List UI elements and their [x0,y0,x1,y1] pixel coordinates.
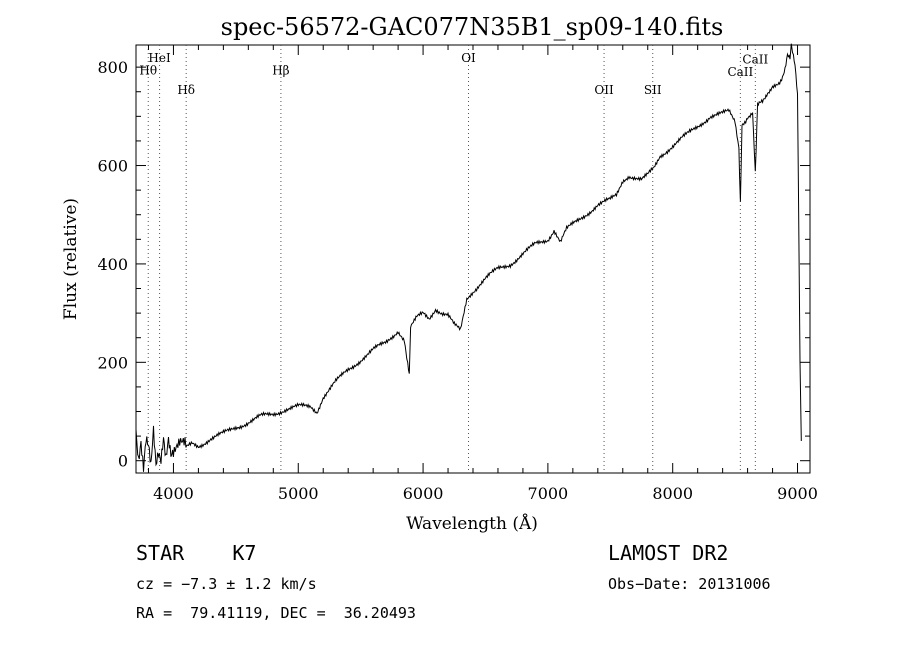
spectral-line-label: Hθ [139,64,157,78]
chart-title: spec-56572-GAC077N35B1_sp09-140.fits [221,13,724,41]
y-tick-label: 800 [97,58,128,77]
spectrum-line [135,43,802,472]
y-tick-label: 200 [97,353,128,372]
object-type: STAR K7 [136,541,257,565]
spectral-line-label: SII [644,83,662,97]
plot-frame [135,44,811,474]
spectral-line-label: Hβ [272,64,289,78]
x-tick-label: 7000 [528,484,569,503]
axis-ticks: 4000 5000 6000 7000 8000 9000 0 200 400 600 800 [97,45,818,503]
y-tick-label: 0 [118,452,128,471]
observation-date: Obs−Date: 20131006 [608,575,771,593]
spectral-line-label: Hδ [177,83,195,97]
y-axis-label: Flux (relative) [61,198,81,320]
x-tick-label: 6000 [403,484,444,503]
redshift-velocity: cz = −7.3 ± 1.2 km/s [136,575,317,593]
spectral-line-label: HeI [148,51,171,65]
x-tick-label: 5000 [278,484,319,503]
spectral-line-label: OI [461,51,476,65]
y-tick-label: 400 [97,255,128,274]
x-tick-label: 9000 [777,484,818,503]
survey-name: LAMOST DR2 [608,541,729,565]
sky-coordinates: RA = 79.41119, DEC = 36.20493 [136,604,416,622]
x-axis-label: Wavelength (Å) [406,513,538,534]
spectral-line-label: OII [594,83,614,97]
x-tick-label: 4000 [153,484,194,503]
y-tick-label: 600 [97,157,128,176]
spectral-line-label: CaII [727,65,753,79]
x-tick-label: 8000 [652,484,693,503]
spectral-line-label: CaII [742,53,768,67]
